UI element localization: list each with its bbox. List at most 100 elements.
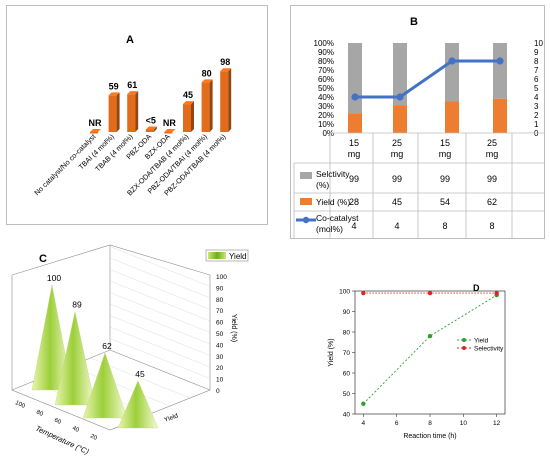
table-category-b: mg <box>486 149 499 159</box>
axis-tick-left-b: 90% <box>318 48 334 57</box>
legend-label-d: Yield <box>474 338 489 345</box>
panel-d-label: D <box>473 283 480 293</box>
axis-tick-left-b: 50% <box>318 84 334 93</box>
gridline-c <box>109 315 211 356</box>
table-category-b: 25 <box>392 138 402 148</box>
axis-tick-right-b: 3 <box>534 102 539 111</box>
panel-a-frame <box>6 5 268 225</box>
axis-tick-right-b: 6 <box>534 75 539 84</box>
bar-b-yield <box>445 101 459 133</box>
bar-a-side <box>116 92 120 132</box>
axis-tick-right-b: 10 <box>534 39 543 48</box>
gridline-c <box>109 292 211 333</box>
data-label-c: 45 <box>135 369 145 379</box>
axis-tick-yield-c: 30 <box>216 354 224 361</box>
bar-a <box>220 71 229 132</box>
bar-a-top <box>90 129 101 132</box>
data-label-a: 98 <box>220 57 230 67</box>
bar-a <box>145 129 154 132</box>
y-axis-label-d: Yield (%) <box>328 338 335 366</box>
bar-b-selectivity <box>348 43 362 114</box>
bar-a-top <box>108 92 120 96</box>
bar-a-side <box>135 91 139 132</box>
axis-tick-right-b: 0 <box>534 129 539 138</box>
axis-tick-right-b: 2 <box>534 111 539 120</box>
bar-a-top <box>183 101 194 105</box>
bar-a-side <box>191 101 194 132</box>
marker-d-selectivity <box>427 290 433 296</box>
legend-marker-d <box>462 346 466 350</box>
cone-c <box>82 352 128 419</box>
y-tick-label-d: 60 <box>343 371 351 378</box>
bar-a <box>108 95 117 132</box>
data-label-a: 59 <box>109 81 119 91</box>
data-label-a: 45 <box>183 90 193 100</box>
axis-tick-right-b: 4 <box>534 93 539 102</box>
axis-box-c <box>11 275 211 431</box>
axis-tick-left-b: 60% <box>318 75 334 84</box>
panel-a-label: A <box>126 34 134 46</box>
table-cell-b: 99 <box>392 174 402 184</box>
legend-label-b: Yield (%) <box>316 197 350 207</box>
panel-b-label: B <box>410 16 418 28</box>
table-cell-b: 4 <box>351 221 356 231</box>
line-b-cocatalyst <box>355 59 500 99</box>
axis-tick-right-b: 5 <box>534 84 539 93</box>
axis-tick-yield-c: 20 <box>216 365 224 372</box>
x-tick-label-d: 6 <box>395 420 399 427</box>
table-cell-b: 45 <box>392 197 402 207</box>
axis-tick-yield-c: 100 <box>216 274 227 281</box>
axis-tick-yield-c: 10 <box>216 377 224 384</box>
bar-b-selectivity <box>393 43 407 106</box>
legend-box-c <box>205 249 249 262</box>
axis-tick-left-b: 0% <box>322 129 334 138</box>
axis-tick-right-b: 8 <box>534 57 539 66</box>
axis-tick-left-b: 80% <box>318 57 334 66</box>
chart-b: B 0%10%20%30%40%50%60%70%80%90%100%01234… <box>293 16 545 239</box>
axis-tick-temperature-c: 100 <box>14 400 26 410</box>
y-tick-label-d: 90 <box>343 309 351 316</box>
table-cell-b: 8 <box>442 221 447 231</box>
data-label-c: 89 <box>72 300 82 310</box>
axis-tick-yield-c: 70 <box>216 308 224 315</box>
bar-a <box>201 82 210 132</box>
bar-a <box>90 132 98 134</box>
axis-tick-right-b: 9 <box>534 48 539 57</box>
gridline-c <box>109 338 211 379</box>
legend-swatch-selectivity <box>300 172 312 179</box>
cone-c <box>31 284 73 391</box>
table-cell-b: 99 <box>349 174 359 184</box>
axis-tick-left-b: 30% <box>318 102 334 111</box>
table-cell-b: 4 <box>394 221 399 231</box>
data-label-a: NR <box>163 118 176 128</box>
data-label-c: 100 <box>47 273 61 283</box>
axis-tick-temperature-c: 60 <box>53 418 62 427</box>
panel-b-frame <box>290 5 545 239</box>
axis-tick-left-b: 40% <box>318 93 334 102</box>
axis-tick-right-b: 7 <box>534 66 539 75</box>
axis-label-depth-c: Yield <box>163 412 179 424</box>
marker-d-yield <box>361 401 366 406</box>
table-category-b: 15 <box>349 138 359 148</box>
marker-b-cocatalyst <box>351 93 359 101</box>
x-tick-label-d: 10 <box>460 420 468 427</box>
legend-label-b: (mol%) <box>316 224 343 234</box>
gridline-c <box>109 257 211 299</box>
x-tick-label-d: 8 <box>428 420 432 427</box>
x-axis-label-d: Reaction time (h) <box>403 433 456 440</box>
bar-a-side <box>228 68 232 132</box>
y-tick-label-d: 80 <box>343 330 351 337</box>
marker-b-cocatalyst <box>496 57 504 65</box>
marker-d-yield <box>427 333 433 339</box>
data-label-a: NR <box>89 118 102 128</box>
table-category-b: mg <box>439 149 452 159</box>
gridline-c <box>109 280 211 322</box>
table-cell-b: 28 <box>349 197 359 207</box>
bar-a-side <box>153 126 157 132</box>
table-category-b: mg <box>348 149 361 159</box>
bar-b-yield <box>393 105 407 133</box>
legend-marker-d <box>462 338 466 342</box>
bar-a-top <box>127 91 139 95</box>
bar-a-top <box>201 79 213 83</box>
axis-tick-right-b: 1 <box>534 120 539 129</box>
